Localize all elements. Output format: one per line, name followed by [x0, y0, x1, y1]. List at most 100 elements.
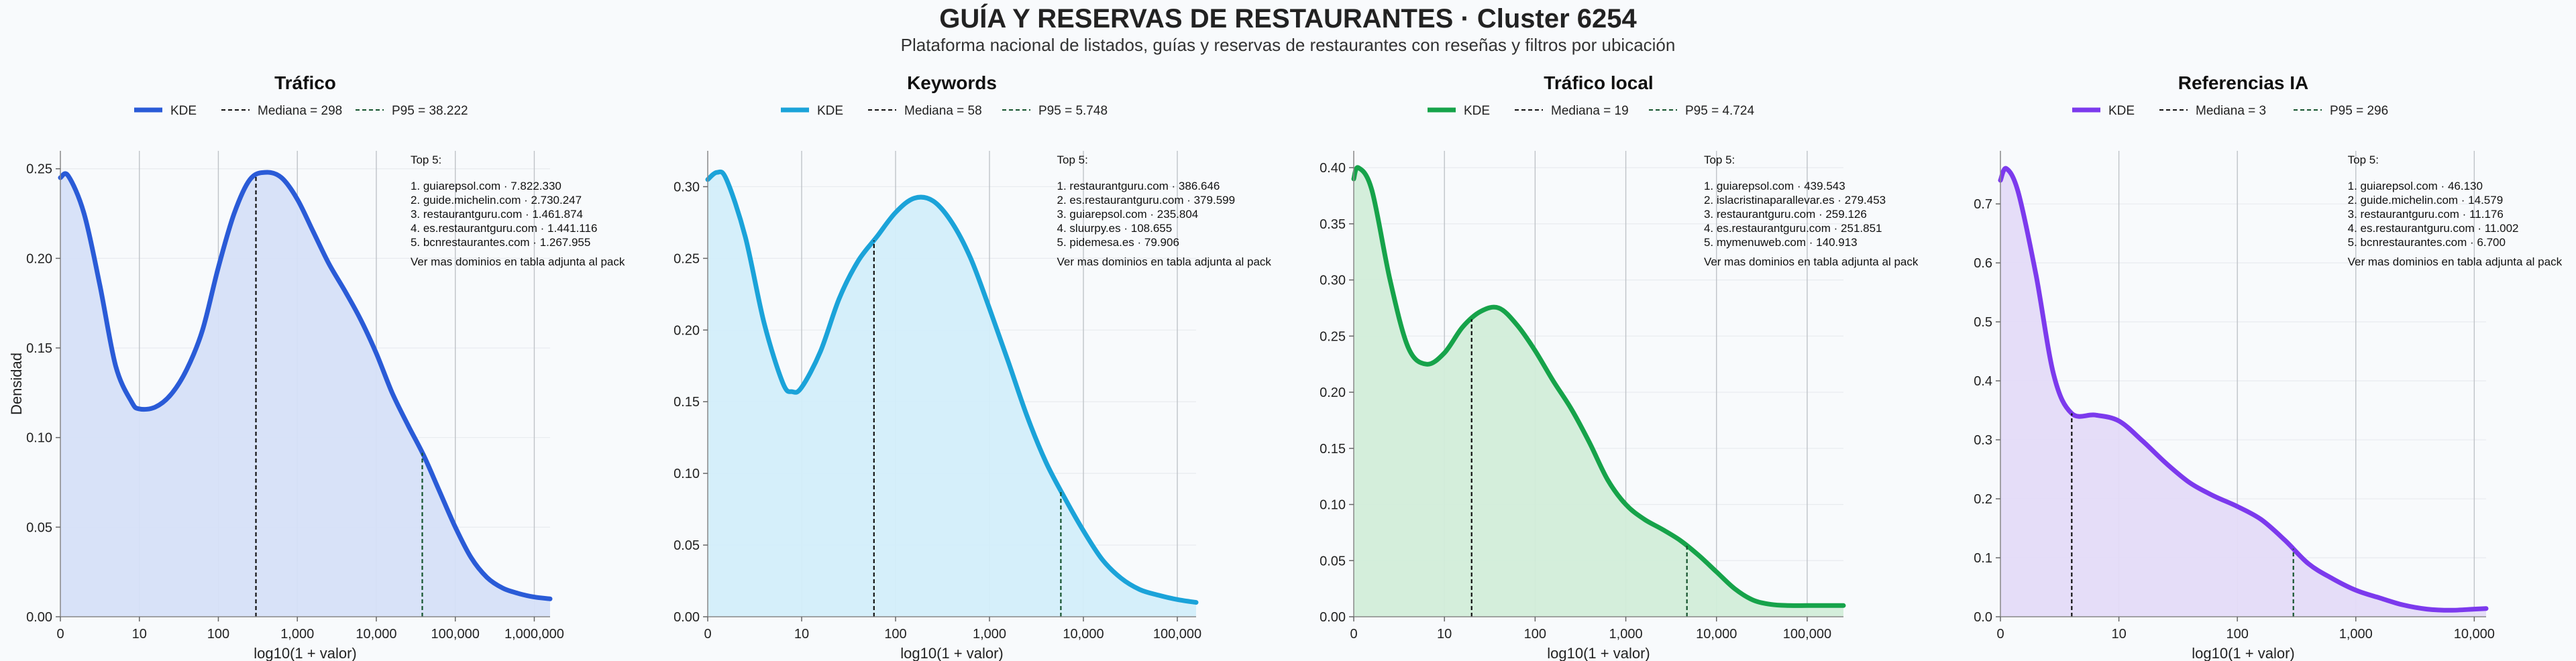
- legend-kde-label: KDE: [817, 104, 843, 118]
- legend-kde-label: KDE: [2108, 104, 2135, 118]
- top5-item: 5. mymenuweb.com · 140.913: [1704, 236, 1858, 249]
- y-tick-label: 0.35: [1320, 217, 1346, 232]
- y-tick-label: 0.0: [1974, 610, 1992, 625]
- y-tick-label: 0.6: [1974, 256, 1992, 271]
- legend-median-label: Mediana = 19: [1551, 104, 1629, 118]
- top5-item: 4. es.restaurantguru.com · 251.851: [1704, 222, 1882, 235]
- kde-area: [2000, 168, 2486, 617]
- top5-annotation: Top 5: 1. guiarepsol.com · 439.543 2. isla…: [1704, 154, 1919, 268]
- legend: KDE Mediana = 19 P95 = 4.724: [1428, 104, 1754, 118]
- y-tick-label: 0.20: [1320, 385, 1346, 400]
- top5-item: 4. sluurpy.es · 108.655: [1057, 222, 1173, 235]
- x-tick-label: 100: [884, 627, 906, 642]
- x-tick-label: 0: [1350, 627, 1357, 642]
- top5-annotation: Top 5: 1. guiarepsol.com · 7.822.330 2. gu…: [411, 154, 625, 268]
- x-tick-label: 100,000: [431, 627, 480, 642]
- legend: KDE Mediana = 58 P95 = 5.748: [781, 104, 1108, 118]
- y-tick-label: 0.30: [1320, 274, 1346, 288]
- y-tick-label: 0.00: [674, 610, 700, 625]
- kde-area: [1354, 167, 1843, 617]
- top5-item: 4. es.restaurantguru.com · 11.002: [2348, 222, 2519, 235]
- kde-line: [58, 170, 553, 601]
- x-tick-label: 100: [1524, 627, 1546, 642]
- x-tick-label: 100: [207, 627, 229, 642]
- top5-item: 3. restaurantguru.com · 1.461.874: [411, 208, 583, 221]
- legend: KDE Mediana = 298 P95 = 38.222: [134, 104, 468, 118]
- top5-title: Top 5:: [1057, 154, 1088, 166]
- y-tick-label: 0.25: [674, 251, 700, 266]
- chart-panel-2: 0.00 0.05 0.10 0.15 0.20 0.25 0.30 0 10 100 1,000 1…: [674, 72, 1271, 661]
- x-tick-label: 0: [56, 627, 64, 642]
- y-tick-label: 0.30: [674, 180, 700, 194]
- panel-title: Tráfico local: [1544, 72, 1653, 93]
- y-tick-label: 0.7: [1974, 197, 1992, 212]
- chart-panel-3: 0.00 0.05 0.10 0.15 0.20 0.25 0.30 0.35 0.40 0 10 1…: [1320, 72, 1919, 661]
- x-tick-label: 10: [132, 627, 147, 642]
- y-tick-label: 0.05: [674, 538, 700, 553]
- y-tick-label: 0.3: [1974, 433, 1992, 448]
- top5-item: 3. restaurantguru.com · 11.176: [2348, 208, 2504, 221]
- y-tick-label: 0.25: [26, 162, 52, 177]
- figure-subtitle: Plataforma nacional de listados, guías y…: [900, 35, 1676, 55]
- top5-title: Top 5:: [411, 154, 441, 166]
- y-tick-label: 0.20: [26, 251, 52, 266]
- y-tick-label: 0.10: [674, 467, 700, 481]
- chart-panel-1: 0.00 0.05 0.10 0.15 0.20 0.25 0 10 100 1,000 10,00…: [8, 72, 625, 661]
- top5-footnote: Ver mas dominios en tabla adjunta al pac…: [2348, 255, 2563, 268]
- top5-item: 2. islacristinaparallevar.es · 279.453: [1704, 194, 1886, 206]
- top5-item: 3. guiarepsol.com · 235.804: [1057, 208, 1199, 221]
- top5-item: 2. guide.michelin.com · 2.730.247: [411, 194, 582, 206]
- x-tick-label: 0: [1996, 627, 2004, 642]
- legend-p95-label: P95 = 4.724: [1685, 104, 1754, 118]
- legend-p95-label: P95 = 38.222: [392, 104, 468, 118]
- legend-median-label: Mediana = 298: [258, 104, 342, 118]
- legend-median-label: Mediana = 58: [904, 104, 982, 118]
- x-tick-label: 100,000: [1783, 627, 1831, 642]
- top5-item: 1. restaurantguru.com · 386.646: [1057, 180, 1220, 192]
- panel-title: Tráfico: [274, 72, 336, 93]
- top5-annotation: Top 5: 1. restaurantguru.com · 386.646 2. …: [1057, 154, 1272, 268]
- y-tick-label: 0.05: [26, 520, 52, 535]
- x-tick-label: 1,000: [973, 627, 1006, 642]
- x-axis-label: log10(1 + valor): [254, 645, 356, 661]
- panel-title: Keywords: [907, 72, 997, 93]
- top5-footnote: Ver mas dominios en tabla adjunta al pac…: [411, 255, 625, 268]
- top5-item: 1. guiarepsol.com · 439.543: [1704, 180, 1845, 192]
- x-axis-label: log10(1 + valor): [1547, 645, 1650, 661]
- kde-line: [705, 169, 1199, 605]
- y-tick-label: 0.4: [1974, 374, 1992, 389]
- x-tick-label: 0: [704, 627, 711, 642]
- legend-median-label: Mediana = 3: [2196, 104, 2266, 118]
- top5-annotation: Top 5: 1. guiarepsol.com · 46.130 2. guide…: [2348, 154, 2563, 268]
- legend-p95-label: P95 = 5.748: [1038, 104, 1108, 118]
- y-tick-label: 0.40: [1320, 161, 1346, 176]
- y-tick-label: 0.10: [1320, 498, 1346, 513]
- top5-item: 1. guiarepsol.com · 7.822.330: [411, 180, 561, 192]
- top5-item: 5. pidemesa.es · 79.906: [1057, 236, 1179, 249]
- x-axis-label: log10(1 + valor): [2192, 645, 2294, 661]
- legend-kde-label: KDE: [1464, 104, 1490, 118]
- top5-footnote: Ver mas dominios en tabla adjunta al pac…: [1704, 255, 1919, 268]
- x-tick-label: 100,000: [1153, 627, 1201, 642]
- y-tick-label: 0.5: [1974, 315, 1992, 330]
- y-tick-label: 0.20: [674, 323, 700, 338]
- y-tick-label: 0.10: [26, 431, 52, 446]
- top5-title: Top 5:: [1704, 154, 1735, 166]
- x-tick-label: 10,000: [2454, 627, 2495, 642]
- top5-footnote: Ver mas dominios en tabla adjunta al pac…: [1057, 255, 1272, 268]
- top5-item: 1. guiarepsol.com · 46.130: [2348, 180, 2483, 192]
- y-tick-label: 0.00: [1320, 610, 1346, 625]
- y-tick-label: 0.25: [1320, 329, 1346, 344]
- legend-p95-label: P95 = 296: [2330, 104, 2388, 118]
- y-tick-label: 0.2: [1974, 492, 1992, 507]
- y-axis-label: Densidad: [8, 353, 25, 415]
- kde-area: [708, 172, 1196, 617]
- kde-line: [1998, 166, 2489, 613]
- chart-panel-4: 0.0 0.1 0.2 0.3 0.4 0.5 0.6 0.7 0 10 100 1,000 10,00…: [1974, 72, 2562, 661]
- top5-item: 5. bcnrestaurantes.com · 6.700: [2348, 236, 2506, 249]
- top5-title: Top 5:: [2348, 154, 2379, 166]
- x-tick-label: 1,000: [280, 627, 314, 642]
- top5-item: 5. bcnrestaurantes.com · 1.267.955: [411, 236, 590, 249]
- x-tick-label: 10: [1437, 627, 1452, 642]
